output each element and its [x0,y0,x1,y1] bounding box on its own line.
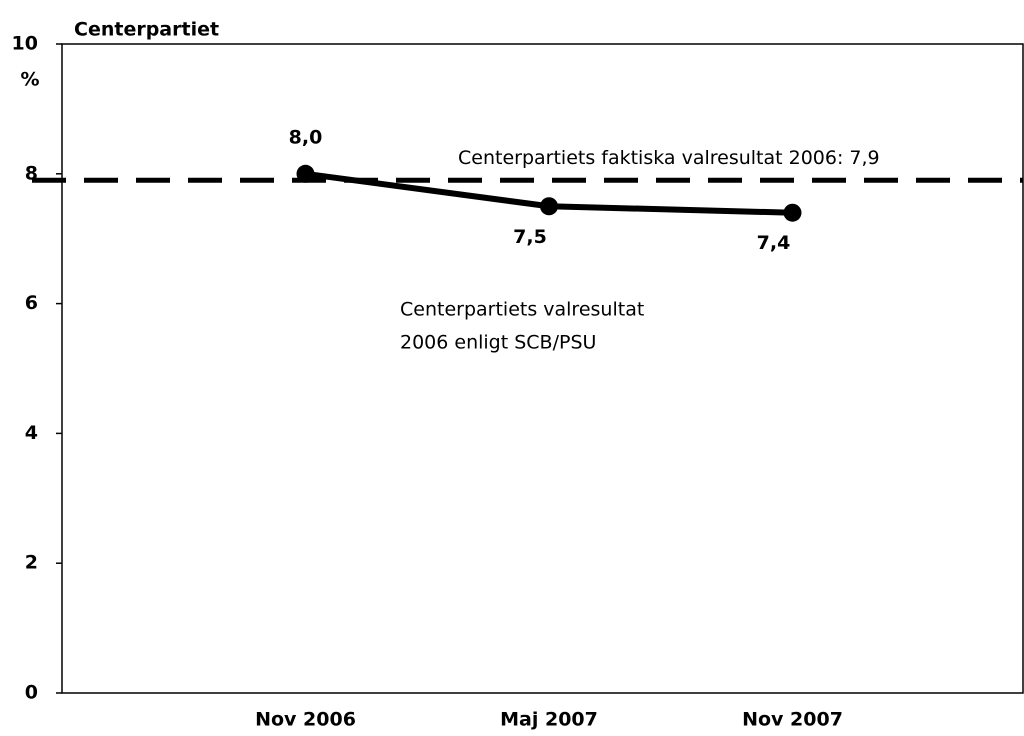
data-point [296,164,315,183]
y-tick-label: 6 [25,292,38,314]
y-tick-label: 4 [25,422,38,444]
data-point [783,203,802,222]
y-tick-label: 0 [25,682,38,704]
x-tick-label: Nov 2006 [255,709,356,731]
x-tick-label: Maj 2007 [500,709,598,731]
annotation: 2006 enligt SCB/PSU [400,332,596,354]
y-axis-label: % [20,69,39,91]
value-label: 8,0 [289,126,323,148]
chart-title: Centerpartiet [74,19,219,41]
y-tick-label: 2 [25,552,38,574]
value-label: 7,5 [513,226,547,248]
data-point [540,197,558,216]
value-label: 7,4 [757,232,791,254]
x-tick-label: Nov 2007 [742,709,843,731]
plot-frame [61,43,1024,694]
annotation: Centerpartiets valresultat [400,299,644,321]
reference-label: Centerpartiets faktiska valresultat 2006… [458,147,880,169]
y-tick-label: 10 [12,33,38,55]
